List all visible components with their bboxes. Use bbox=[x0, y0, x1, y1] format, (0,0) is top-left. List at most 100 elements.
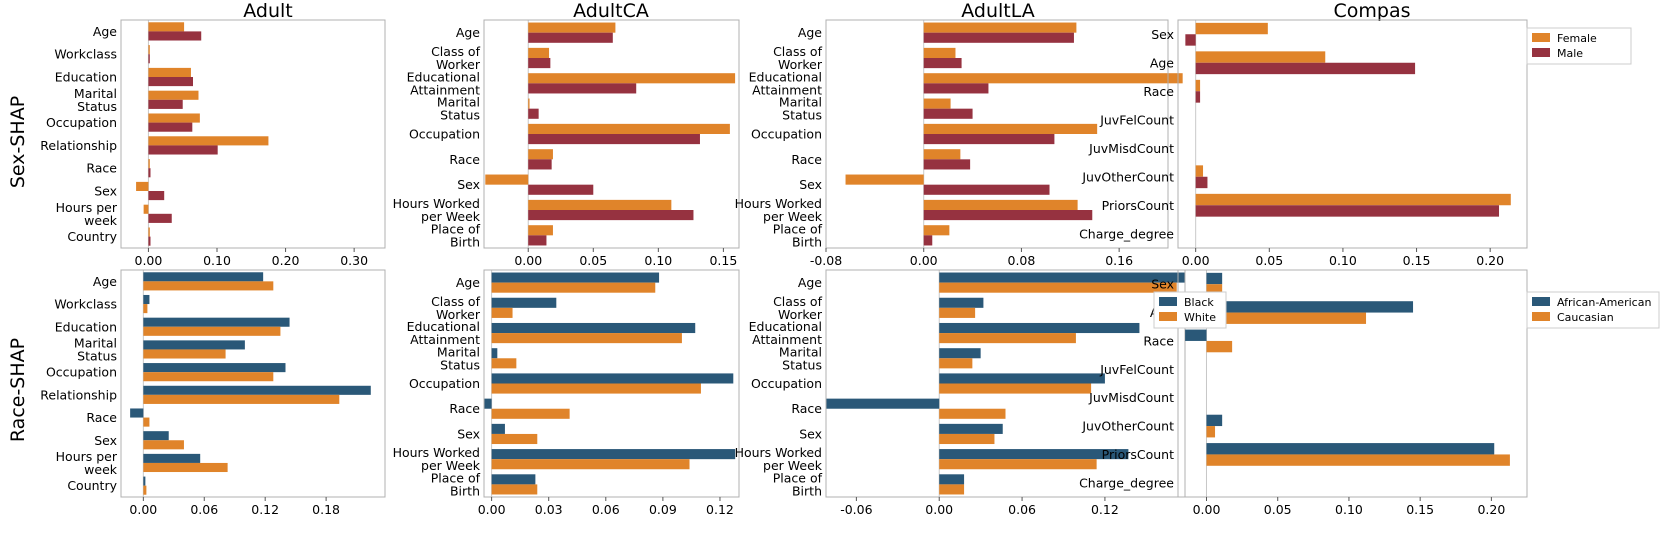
legend-swatch-white bbox=[1159, 312, 1177, 321]
x-tick-label: 0.00 bbox=[1193, 502, 1221, 517]
bar-male-educational-attainment bbox=[528, 83, 637, 94]
bar-female-educational-attainment bbox=[528, 73, 736, 84]
bar-female-marital-status bbox=[148, 90, 199, 100]
bar-black-educational-attainment bbox=[491, 322, 696, 334]
bar-male-age bbox=[148, 31, 202, 41]
bar-white-relationship bbox=[143, 394, 340, 404]
x-tick-label: 0.00 bbox=[478, 502, 506, 517]
category-label: Race bbox=[449, 152, 480, 167]
category-label: Educational Attainment bbox=[749, 69, 822, 97]
category-label: JuvFelCount bbox=[1099, 362, 1174, 377]
bar-male-class-of-worker bbox=[923, 58, 962, 69]
bar-male-sex bbox=[1185, 34, 1196, 46]
bar-male-class-of-worker bbox=[528, 58, 551, 69]
bar-male-age bbox=[528, 32, 613, 43]
axes-frame bbox=[483, 19, 740, 249]
category-label: Place of Birth bbox=[773, 470, 823, 498]
x-tick-label: 0.15 bbox=[1403, 253, 1431, 268]
bar-male-marital-status bbox=[148, 99, 183, 109]
category-label: Sex bbox=[1151, 27, 1174, 42]
category-label: Race bbox=[791, 401, 822, 416]
bar-male-race bbox=[1195, 91, 1201, 103]
bar-female-workclass bbox=[148, 45, 150, 55]
bar-white-age bbox=[143, 281, 274, 291]
bar-african-american-priorscount bbox=[1206, 443, 1495, 455]
category-label: PriorsCount bbox=[1102, 198, 1174, 213]
x-tick-label: 0.10 bbox=[203, 253, 231, 268]
category-label: Occupation bbox=[46, 115, 117, 130]
bar-male-priorscount bbox=[1195, 205, 1500, 217]
bar-black-relationship bbox=[143, 385, 371, 395]
bar-white-occupation bbox=[491, 383, 701, 394]
bar-male-age bbox=[923, 32, 1074, 43]
category-label: Race bbox=[449, 401, 480, 416]
bar-female-race bbox=[148, 159, 150, 169]
bar-female-place-of-birth bbox=[923, 225, 950, 236]
bar-male-workclass bbox=[148, 54, 150, 64]
bar-white-country bbox=[143, 485, 147, 495]
bar-black-place-of-birth bbox=[939, 474, 965, 485]
bar-female-occupation bbox=[923, 123, 1098, 134]
legend-label-male: Male bbox=[1557, 47, 1583, 60]
bar-caucasian-priorscount bbox=[1206, 454, 1510, 466]
panel-8: SexAgeRaceJuvFelCountJuvMisdCountJuvOthe… bbox=[1079, 269, 1528, 517]
x-tick-label: 0.06 bbox=[1008, 502, 1036, 517]
legend-label-african-american: African-American bbox=[1557, 296, 1651, 309]
category-label: Relationship bbox=[40, 387, 117, 402]
x-tick-label: 0.00 bbox=[514, 253, 542, 268]
category-label: Workclass bbox=[54, 47, 117, 62]
category-label: Marital Status bbox=[437, 344, 480, 372]
bar-black-class-of-worker bbox=[491, 297, 557, 308]
x-tick-label: 0.10 bbox=[644, 253, 672, 268]
bar-african-american-sex bbox=[1206, 272, 1223, 285]
category-label: Class of Worker bbox=[431, 294, 481, 322]
legend-label-white: White bbox=[1184, 311, 1216, 324]
axes-frame bbox=[483, 269, 740, 498]
category-label: Education bbox=[55, 70, 117, 85]
category-label: Sex bbox=[457, 177, 480, 192]
bar-african-american-age bbox=[1206, 301, 1414, 313]
bar-white-occupation bbox=[939, 383, 1092, 394]
x-tick-label: 0.16 bbox=[1105, 253, 1133, 268]
category-label: Age bbox=[798, 275, 822, 290]
category-label: Charge_degree bbox=[1079, 475, 1174, 490]
category-label: Workclass bbox=[54, 297, 117, 312]
bar-white-race bbox=[143, 417, 150, 427]
bar-female-class-of-worker bbox=[528, 47, 550, 58]
axes-frame bbox=[120, 19, 386, 249]
panel-title-adult: Adult bbox=[243, 0, 293, 22]
bar-black-class-of-worker bbox=[939, 297, 984, 308]
x-tick-label: 0.12 bbox=[706, 502, 734, 517]
category-label: Age bbox=[93, 274, 117, 289]
bar-male-occupation bbox=[148, 122, 193, 132]
bar-black-country bbox=[143, 476, 146, 486]
bar-white-hours-worked-per-week bbox=[491, 459, 690, 470]
bar-white-sex bbox=[491, 433, 538, 445]
bar-white-class-of-worker bbox=[939, 307, 976, 318]
bar-black-sex bbox=[939, 423, 1003, 434]
category-label: Sex bbox=[94, 433, 117, 448]
category-label: JuvOtherCount bbox=[1081, 419, 1174, 434]
bar-male-country bbox=[148, 236, 151, 246]
category-label: Age bbox=[456, 275, 480, 290]
category-label: Occupation bbox=[409, 376, 480, 391]
bar-female-age bbox=[528, 22, 616, 33]
category-label: Marital Status bbox=[74, 86, 117, 114]
category-label: Hours per week bbox=[56, 200, 118, 228]
bar-black-hours-worked-per-week bbox=[939, 449, 1129, 460]
panel-title-adultla: AdultLA bbox=[961, 0, 1035, 22]
bar-male-place-of-birth bbox=[528, 235, 547, 246]
x-tick-label: 0.06 bbox=[592, 502, 620, 517]
category-label: Age bbox=[456, 25, 480, 40]
bar-black-hours-per-week bbox=[143, 453, 201, 463]
bar-female-country bbox=[148, 227, 150, 237]
bar-male-relationship bbox=[148, 145, 218, 155]
category-label: Hours per week bbox=[56, 449, 118, 477]
legend-label-black: Black bbox=[1184, 296, 1214, 309]
legend-swatch-african-american bbox=[1532, 297, 1550, 306]
category-label: Sex bbox=[1151, 277, 1174, 292]
bar-black-race bbox=[484, 398, 492, 409]
